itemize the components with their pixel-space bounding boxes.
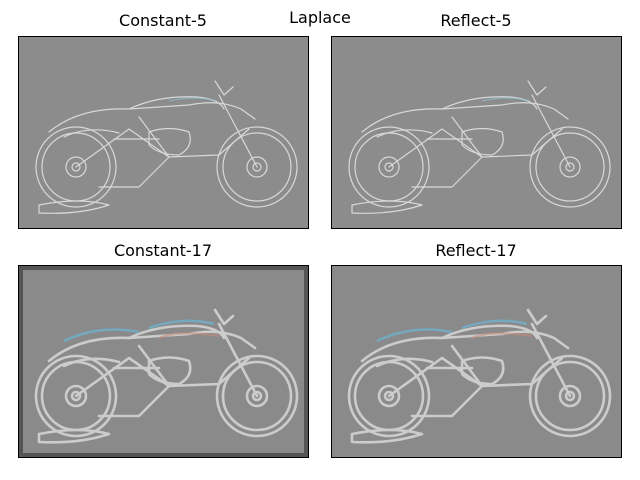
motorcycle-edges <box>35 80 298 214</box>
laplace-image-reflect-17 <box>331 265 622 458</box>
panel-title-constant-5: Constant-5 <box>119 11 207 30</box>
panel-title-reflect-17: Reflect-17 <box>435 241 517 260</box>
seat-color-fringe <box>471 332 533 339</box>
seat-color-fringe <box>158 332 220 339</box>
tank-color-fringe <box>63 319 215 343</box>
image-background <box>19 37 308 228</box>
tank-color-fringe <box>168 97 218 102</box>
tank-color-fringe <box>481 97 531 102</box>
motorcycle-edges <box>348 80 611 214</box>
image-background <box>332 37 621 228</box>
panel-title-reflect-5: Reflect-5 <box>440 11 512 30</box>
motorcycle-edges <box>347 308 612 444</box>
motorcycle-edges <box>34 308 299 444</box>
laplace-image-reflect-5 <box>331 36 622 229</box>
laplace-image-constant-17 <box>18 265 309 458</box>
figure-title: Laplace <box>289 8 351 27</box>
tank-color-fringe <box>376 319 528 343</box>
laplace-image-constant-5 <box>18 36 309 229</box>
dark-border-artifact <box>19 266 308 457</box>
panel-title-constant-17: Constant-17 <box>113 241 213 260</box>
